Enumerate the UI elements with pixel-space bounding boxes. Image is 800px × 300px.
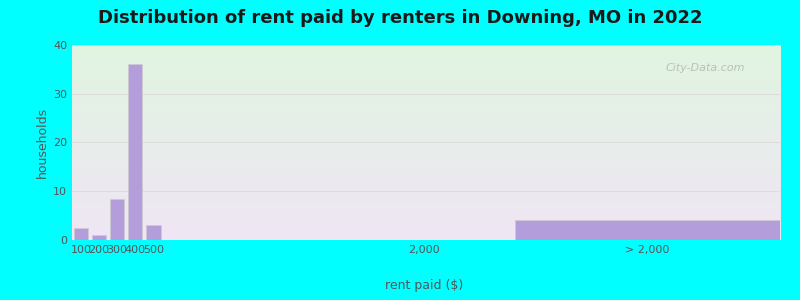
Bar [92,235,106,240]
Bar [128,64,142,240]
Text: rent paid ($): rent paid ($) [385,278,463,292]
Bar [110,199,124,240]
Text: Distribution of rent paid by renters in Downing, MO in 2022: Distribution of rent paid by renters in … [98,9,702,27]
Bar [74,228,88,240]
Text: City-Data.com: City-Data.com [666,63,746,74]
Bar [146,225,161,240]
Bar [514,220,780,240]
Y-axis label: households: households [36,107,49,178]
